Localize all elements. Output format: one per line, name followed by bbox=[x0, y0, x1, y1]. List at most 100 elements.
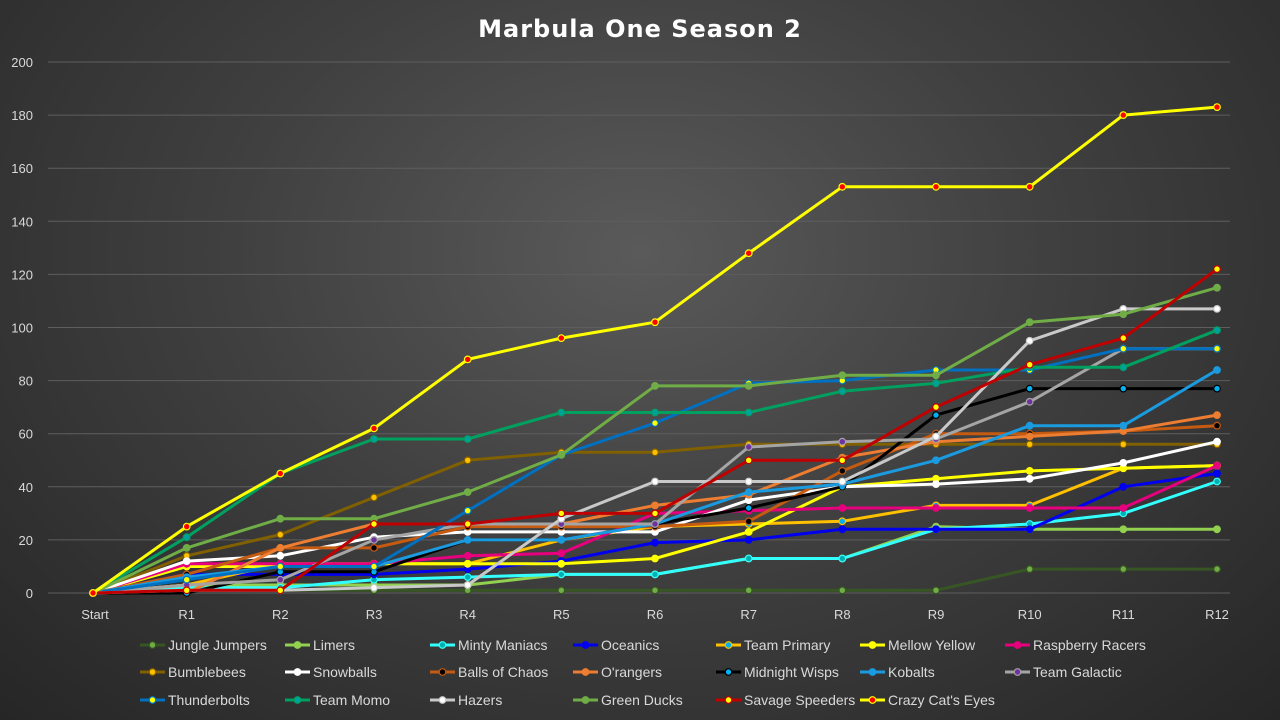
data-point bbox=[1025, 384, 1034, 393]
data-point bbox=[838, 437, 847, 446]
data-point bbox=[463, 456, 472, 465]
data-point bbox=[651, 520, 659, 528]
data-point bbox=[89, 589, 97, 597]
data-point bbox=[838, 371, 847, 380]
data-point bbox=[932, 403, 940, 412]
legend-item-bumblebees: Bumblebees bbox=[140, 664, 246, 680]
legend-label: Green Ducks bbox=[601, 692, 683, 708]
data-point bbox=[651, 318, 659, 327]
data-point bbox=[1119, 334, 1128, 343]
x-tick-label: R11 bbox=[1112, 607, 1135, 622]
x-tick-label: R12 bbox=[1205, 607, 1229, 622]
data-point bbox=[1025, 182, 1034, 191]
data-point bbox=[1213, 461, 1221, 470]
series-savage-speeders bbox=[89, 265, 1221, 597]
data-point bbox=[744, 528, 753, 536]
data-point bbox=[276, 551, 285, 560]
data-point bbox=[463, 536, 472, 544]
legend-marker bbox=[581, 641, 590, 649]
data-point bbox=[932, 480, 940, 489]
data-point bbox=[1119, 384, 1128, 393]
data-point bbox=[651, 509, 659, 518]
legend-label: Team Galactic bbox=[1033, 664, 1122, 680]
data-point bbox=[932, 525, 940, 534]
data-point bbox=[1025, 318, 1034, 327]
legend-label: Raspberry Racers bbox=[1033, 637, 1146, 653]
legend-item-team-galactic: Team Galactic bbox=[1005, 664, 1122, 680]
data-point bbox=[1025, 467, 1034, 475]
data-point bbox=[651, 501, 659, 510]
legend-item-green-ducks: Green Ducks bbox=[573, 692, 683, 708]
x-tick-label: R7 bbox=[740, 607, 757, 622]
data-point bbox=[932, 371, 940, 380]
data-point bbox=[557, 586, 566, 595]
data-point bbox=[463, 551, 472, 560]
data-point bbox=[463, 506, 472, 515]
data-point bbox=[838, 554, 847, 563]
data-point bbox=[182, 533, 191, 542]
data-point bbox=[744, 554, 753, 563]
legend-marker bbox=[724, 696, 733, 704]
data-point bbox=[1213, 437, 1221, 446]
legend-item-team-primary: Team Primary bbox=[716, 637, 830, 653]
data-point bbox=[557, 559, 566, 568]
data-point bbox=[1025, 525, 1034, 534]
y-tick-label: 60 bbox=[19, 427, 33, 442]
data-point bbox=[1119, 111, 1128, 119]
data-point bbox=[744, 488, 753, 497]
data-point bbox=[1213, 283, 1221, 292]
data-point bbox=[1213, 366, 1221, 374]
data-point bbox=[1025, 360, 1034, 369]
data-point bbox=[276, 575, 285, 584]
x-tick-label: R3 bbox=[366, 607, 383, 622]
data-point bbox=[463, 573, 472, 581]
legend-label: Snowballs bbox=[313, 664, 377, 680]
legend-item-kobalts: Kobalts bbox=[860, 664, 935, 680]
data-point bbox=[651, 419, 659, 428]
data-point bbox=[1025, 440, 1034, 449]
legend-marker bbox=[293, 668, 302, 676]
data-point bbox=[744, 477, 753, 486]
data-point bbox=[744, 249, 753, 258]
legend-label: Hazers bbox=[458, 692, 502, 708]
data-point bbox=[276, 544, 285, 552]
data-point bbox=[932, 432, 940, 441]
x-tick-label: R8 bbox=[834, 607, 851, 622]
legend-marker bbox=[148, 641, 157, 649]
legend-marker bbox=[868, 641, 877, 649]
data-point bbox=[1213, 525, 1221, 534]
data-point bbox=[557, 570, 566, 579]
data-point bbox=[932, 182, 940, 191]
y-tick-label: 0 bbox=[26, 586, 33, 601]
data-point bbox=[370, 544, 378, 552]
y-tick-label: 80 bbox=[19, 374, 33, 389]
data-point bbox=[651, 554, 659, 563]
data-point bbox=[651, 408, 659, 417]
y-tick-label: 40 bbox=[19, 480, 33, 495]
series-lines bbox=[89, 103, 1221, 597]
data-point bbox=[1119, 459, 1128, 467]
series-green-ducks bbox=[89, 283, 1221, 597]
data-point bbox=[182, 522, 191, 531]
legend-item-limers: Limers bbox=[285, 637, 355, 653]
data-point bbox=[276, 530, 285, 539]
y-tick-label: 180 bbox=[11, 108, 33, 123]
data-point bbox=[744, 536, 753, 544]
data-point bbox=[370, 435, 378, 443]
legend-item-oceanics: Oceanics bbox=[573, 637, 659, 653]
data-point bbox=[463, 581, 472, 589]
data-point bbox=[1213, 103, 1221, 111]
data-point bbox=[838, 586, 847, 595]
data-point bbox=[182, 544, 191, 552]
legend-label: Limers bbox=[313, 637, 355, 653]
data-point bbox=[370, 536, 378, 544]
legend-item-thunderbolts: Thunderbolts bbox=[140, 692, 250, 708]
legend-marker bbox=[438, 641, 447, 649]
data-point bbox=[838, 456, 847, 465]
data-point bbox=[1119, 565, 1128, 573]
data-point bbox=[744, 382, 753, 390]
legend-label: Minty Maniacs bbox=[458, 637, 547, 653]
legend-label: Team Primary bbox=[744, 637, 830, 653]
data-point bbox=[838, 467, 847, 475]
